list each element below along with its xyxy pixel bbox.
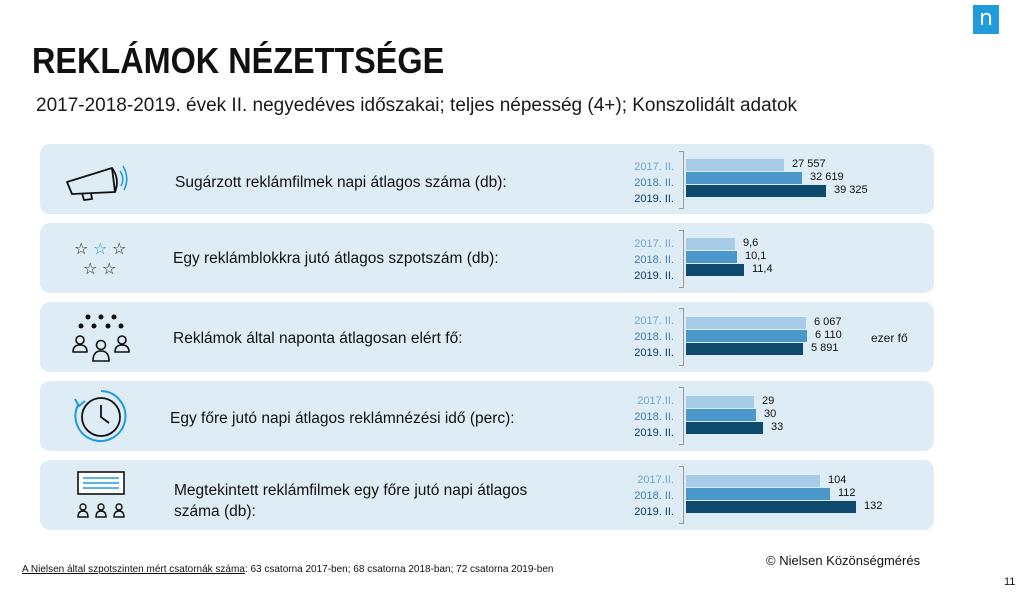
people-icon xyxy=(72,314,130,362)
year-label: 2019. II. xyxy=(634,270,674,282)
data-label: 30 xyxy=(764,408,777,420)
metric-label: Megtekintett reklámfilmek egy főre jutó … xyxy=(174,480,527,522)
year-labels: 2017. II. 2018. II. 2019. II. xyxy=(614,236,674,284)
data-label: 5 891 xyxy=(811,342,839,354)
bracket xyxy=(679,230,684,288)
data-label: 29 xyxy=(762,395,775,407)
copyright: © Nielsen Közönségmérés xyxy=(766,553,921,568)
bracket xyxy=(679,151,684,209)
metric-label: Egy főre jutó napi átlagos reklámnézési … xyxy=(170,410,515,427)
bar-2018 xyxy=(686,409,756,421)
nielsen-logo: n xyxy=(973,5,999,34)
year-label: 2017. II. xyxy=(634,238,674,250)
metric-panel-viewing-time xyxy=(40,381,934,451)
svg-text:☆: ☆ xyxy=(74,239,88,258)
bar-2017 xyxy=(686,159,784,171)
data-label: 33 xyxy=(771,421,784,433)
bar-2018 xyxy=(686,172,802,184)
bracket xyxy=(679,387,684,445)
year-label: 2018. II. xyxy=(634,331,674,343)
bar-2018 xyxy=(686,330,807,342)
metric-label: Egy reklámblokkra jutó átlagos szpotszám… xyxy=(173,250,499,267)
data-label: 10,1 xyxy=(745,250,767,262)
page-number: 11 xyxy=(1004,576,1016,588)
svg-text:☆: ☆ xyxy=(112,239,126,258)
bar-2019 xyxy=(686,264,744,276)
bar-2017 xyxy=(686,238,735,250)
bracket xyxy=(679,466,684,524)
data-label: 39 325 xyxy=(834,184,868,196)
data-label: 27 557 xyxy=(792,158,826,170)
year-labels: 2017.II. 2018. II. 2019. II. xyxy=(614,472,674,520)
bar-2019 xyxy=(686,422,763,434)
bar-2017 xyxy=(686,475,820,487)
year-label: 2018. II. xyxy=(634,490,674,502)
data-label: 132 xyxy=(864,500,883,512)
clock-icon xyxy=(74,390,127,442)
data-label: 32 619 xyxy=(810,171,844,183)
year-label: 2019. II. xyxy=(634,427,674,439)
metric-label: Reklámok által naponta átlagosan elért f… xyxy=(173,330,463,347)
year-label: 2018. II. xyxy=(634,411,674,423)
year-labels: 2017. II. 2018. II. 2019. II. xyxy=(614,159,674,207)
year-labels: 2017.II. 2018. II. 2019. II. xyxy=(614,393,674,441)
footnote: A Nielsen által szpotszinten mért csator… xyxy=(22,564,553,575)
bar-2017 xyxy=(686,396,754,408)
bar-2018 xyxy=(686,251,737,263)
bar-2019 xyxy=(686,343,803,355)
footnote-rest: : 63 csatorna 2017-ben; 68 csatorna 2018… xyxy=(244,564,554,575)
page-subtitle: 2017-2018-2019. évek II. negyedéves idős… xyxy=(36,95,798,116)
bracket xyxy=(679,308,684,366)
year-label: 2019. II. xyxy=(634,347,674,359)
bar-2017 xyxy=(686,317,806,329)
unit-label: ezer fő xyxy=(871,331,908,345)
bar-2018 xyxy=(686,488,830,500)
metric-label-line: száma (db): xyxy=(174,503,256,520)
data-label: 104 xyxy=(828,474,847,486)
data-label: 112 xyxy=(838,487,856,499)
year-label: 2017. II. xyxy=(634,161,674,173)
svg-text:☆: ☆ xyxy=(93,239,107,258)
bar-2019 xyxy=(686,185,826,197)
metric-panel-block-spots xyxy=(40,223,934,293)
year-label: 2018. II. xyxy=(634,254,674,266)
year-label: 2019. II. xyxy=(634,506,674,518)
megaphone-icon xyxy=(66,165,128,201)
screen-audience-icon xyxy=(77,471,125,518)
metric-label-line: Megtekintett reklámfilmek egy főre jutó … xyxy=(174,482,528,499)
data-label: 6 067 xyxy=(814,316,842,328)
footnote-underlined: A Nielsen által szpotszinten mért csator… xyxy=(22,564,245,575)
stars-icon: ☆ ☆ ☆ ☆ ☆ xyxy=(74,239,126,278)
year-label: 2017.II. xyxy=(637,395,674,407)
data-label: 6 110 xyxy=(815,329,842,341)
data-label: 11,4 xyxy=(752,263,773,275)
metric-label: Sugárzott reklámfilmek napi átlagos szám… xyxy=(175,174,507,191)
year-label: 2019. II. xyxy=(634,193,674,205)
svg-text:☆: ☆ xyxy=(102,259,116,278)
year-label: 2017. II. xyxy=(634,315,674,327)
year-label: 2018. II. xyxy=(634,177,674,189)
bar-2019 xyxy=(686,501,856,513)
year-labels: 2017. II. 2018. II. 2019. II. xyxy=(614,313,674,361)
year-label: 2017.II. xyxy=(637,474,674,486)
data-label: 9,6 xyxy=(743,237,759,249)
svg-text:☆: ☆ xyxy=(83,259,97,278)
page-title: REKLÁMOK NÉZETTSÉGE xyxy=(32,40,445,81)
